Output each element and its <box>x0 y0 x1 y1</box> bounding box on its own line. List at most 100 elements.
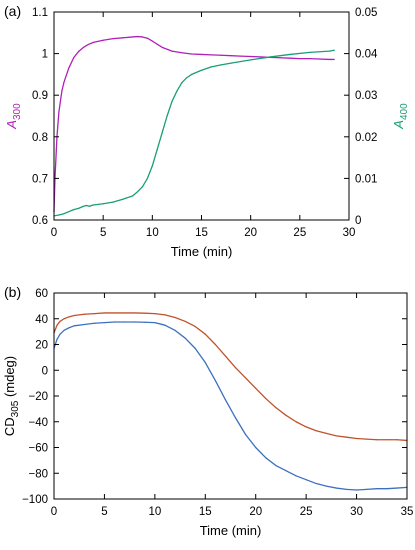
data-point <box>325 432 327 434</box>
data-point <box>73 314 75 317</box>
data-point <box>181 52 183 54</box>
data-point <box>63 213 65 215</box>
data-point <box>171 100 173 103</box>
x-tick-label: 5 <box>100 227 106 239</box>
y-tick-label: 20 <box>35 340 48 352</box>
data-point <box>82 205 85 207</box>
data-point <box>333 49 335 51</box>
data-point <box>250 55 252 58</box>
data-point <box>103 312 106 314</box>
data-point <box>396 487 398 489</box>
data-point <box>305 479 307 481</box>
data-point <box>335 435 337 437</box>
data-point <box>255 387 257 389</box>
series-line-0 <box>53 35 335 212</box>
data-point <box>112 201 114 203</box>
data-point <box>265 457 267 459</box>
x-tick-label: 15 <box>199 506 212 518</box>
x-tick-label: 25 <box>293 227 306 239</box>
data-point <box>355 437 358 440</box>
data-point <box>289 57 291 59</box>
data-point <box>335 487 337 489</box>
x-tick-label: 25 <box>300 506 313 518</box>
y2-axis-title-sub: 400 <box>399 103 410 120</box>
data-point <box>295 475 297 477</box>
data-point <box>154 313 156 315</box>
data-point <box>386 439 388 441</box>
data-point <box>325 485 327 487</box>
y2-tick-label: 0.01 <box>355 173 377 185</box>
data-point <box>59 333 61 335</box>
x-axis-title: Time (min) <box>200 523 262 538</box>
data-point <box>184 320 186 322</box>
y-tick-label: 1.1 <box>32 7 48 19</box>
data-point <box>56 324 58 326</box>
data-point <box>164 314 166 316</box>
data-point <box>141 186 144 188</box>
data-point <box>103 322 106 324</box>
data-point <box>68 316 70 318</box>
data-point <box>113 312 116 314</box>
data-point <box>386 488 388 490</box>
data-point <box>315 482 317 485</box>
data-point <box>259 56 262 58</box>
data-point <box>93 313 95 315</box>
y-axis-title: CD305 (mdeg) <box>2 356 21 436</box>
data-point <box>224 355 227 357</box>
data-point <box>93 322 95 324</box>
data-point <box>146 37 149 39</box>
data-point <box>315 430 317 432</box>
y-tick-label: −60 <box>28 443 48 455</box>
data-point <box>204 361 206 364</box>
data-point <box>265 397 267 400</box>
data-point <box>92 41 94 43</box>
data-point <box>63 329 65 331</box>
data-point <box>309 51 311 53</box>
data-point <box>245 434 247 436</box>
data-point <box>214 379 216 382</box>
data-point <box>77 207 80 209</box>
data-point <box>151 165 153 167</box>
data-point <box>396 439 398 441</box>
x-tick-label: 30 <box>343 227 356 239</box>
data-point <box>122 37 124 39</box>
data-point <box>333 58 335 61</box>
data-point <box>191 73 193 75</box>
x-tick-label: 20 <box>249 506 262 518</box>
y2-axis-title: A400 <box>391 103 410 130</box>
x-tick-label: 0 <box>51 506 57 518</box>
y-tick-label: −100 <box>22 494 48 506</box>
data-point <box>58 111 60 113</box>
data-point <box>68 211 70 213</box>
data-point <box>88 205 90 207</box>
y2-tick-label: 0 <box>355 215 361 227</box>
data-point <box>77 50 80 53</box>
data-point <box>176 90 178 92</box>
data-point <box>181 82 183 84</box>
y-tick-label: 0.6 <box>32 215 48 227</box>
data-point <box>132 36 134 38</box>
data-point <box>102 39 104 41</box>
data-point <box>194 347 196 349</box>
data-point <box>134 321 136 323</box>
plot-frame <box>53 11 350 221</box>
x-tick-label: 10 <box>148 506 161 518</box>
x-axis-title: Time (min) <box>171 244 233 259</box>
data-point <box>61 90 63 92</box>
data-point <box>194 325 196 328</box>
x-tick-label: 35 <box>401 506 414 518</box>
data-point <box>366 488 368 490</box>
data-point <box>355 489 358 491</box>
panel-label: (a) <box>4 3 21 19</box>
y2-axis-title-main: A <box>391 120 406 130</box>
data-point <box>85 204 88 207</box>
data-point <box>210 66 212 68</box>
y-tick-label: 0.7 <box>32 173 48 185</box>
data-point <box>285 414 287 416</box>
data-point <box>186 77 188 79</box>
data-point <box>328 50 330 52</box>
data-point <box>87 43 90 46</box>
x-tick-label: 5 <box>101 506 107 518</box>
